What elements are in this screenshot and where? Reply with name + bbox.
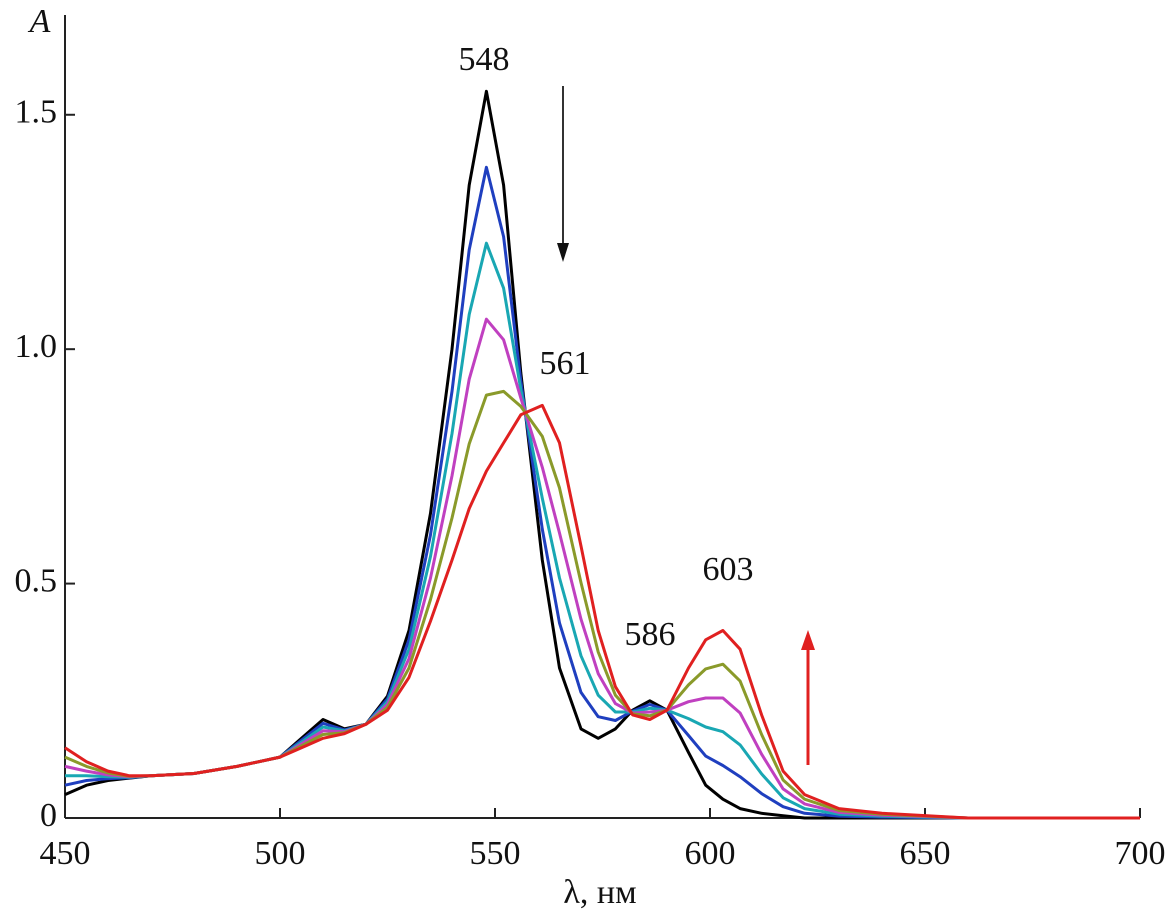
peak-annotation: 603 [703,551,754,588]
y-tick-label: 1.0 [15,328,58,365]
x-tick-label: 700 [1115,835,1166,872]
y-axis-label: A [28,3,51,40]
y-tick-label: 0 [40,797,57,834]
spectrum-line [64,403,1140,820]
peak-annotation: 586 [625,616,676,653]
y-tick-label: 0.5 [15,562,58,599]
x-tick-label: 600 [685,835,736,872]
peak-annotation: 548 [459,41,510,78]
spectrum-line [64,389,1140,820]
y-tick-label: 1.5 [15,94,58,131]
arrow-up [801,630,815,765]
x-tick-label: 550 [470,835,521,872]
spectrum-line [65,241,1140,820]
x-tick-label: 450 [40,835,91,872]
arrow-down [557,86,569,262]
spectrum-line [64,317,1140,820]
x-axis-label: λ, нм [563,874,636,911]
x-tick-label: 500 [255,835,306,872]
spectrum-line [64,89,1140,820]
spectrum-line [64,165,1140,820]
peak-annotation: 561 [540,345,591,382]
x-tick-label: 650 [900,835,951,872]
